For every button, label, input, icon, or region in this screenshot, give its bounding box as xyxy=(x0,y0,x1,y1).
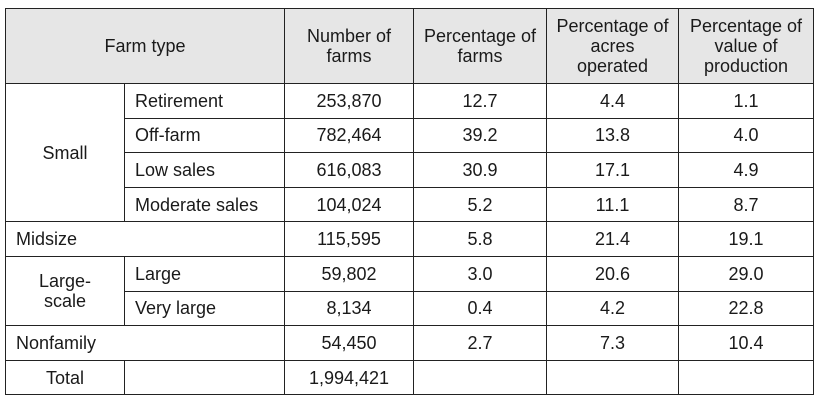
cell-pct-farms: 5.8 xyxy=(413,221,547,257)
row-label: Very large xyxy=(124,290,285,327)
cell-pct-value: 4.9 xyxy=(678,152,814,188)
table-row: Off-farm 782,464 39.2 13.8 4.0 xyxy=(6,117,814,154)
cell-pct-acres: 13.8 xyxy=(546,117,679,154)
row-label: Low sales xyxy=(124,152,285,188)
group-nonfamily: Nonfamily xyxy=(5,325,285,361)
cell-pct-acres: 11.1 xyxy=(546,186,679,223)
cell-pct-acres: 4.2 xyxy=(546,290,679,327)
header-number-of-farms: Number of farms xyxy=(284,8,414,84)
cell-farms: 115,595 xyxy=(284,221,414,257)
header-percentage-of-acres: Percentage of acres operated xyxy=(546,8,679,84)
cell-pct-acres: 21.4 xyxy=(546,221,679,257)
empty-cell xyxy=(413,359,547,396)
header-farm-type: Farm type xyxy=(5,8,285,84)
cell-pct-acres: 17.1 xyxy=(546,152,679,188)
cell-pct-value: 22.8 xyxy=(678,290,814,327)
cell-pct-farms: 0.4 xyxy=(413,290,547,327)
row-label: Moderate sales xyxy=(124,186,285,223)
table-row: Moderate sales 104,024 5.2 11.1 8.7 xyxy=(6,186,814,223)
table-row: Midsize 115,595 5.8 21.4 19.1 xyxy=(5,221,814,257)
cell-farms: 616,083 xyxy=(284,152,414,188)
row-label: Large xyxy=(124,255,285,292)
group-midsize: Midsize xyxy=(5,221,285,257)
row-label: Retirement xyxy=(124,83,285,119)
table-row: Very large 8,134 0.4 4.2 22.8 xyxy=(6,290,814,327)
cell-pct-farms: 2.7 xyxy=(413,325,547,361)
cell-pct-acres: 20.6 xyxy=(546,255,679,292)
table-row: Small Retirement 253,870 12.7 4.4 1.1 xyxy=(5,82,814,223)
header-percentage-of-farms: Percentage of farms xyxy=(413,8,547,84)
group-large-scale: Large-scale xyxy=(5,255,125,327)
cell-pct-farms: 5.2 xyxy=(413,186,547,223)
cell-pct-farms: 30.9 xyxy=(413,152,547,188)
table-row: Large-scale Large 59,802 3.0 20.6 29.0 xyxy=(5,255,814,327)
cell-pct-acres: 4.4 xyxy=(546,83,679,119)
cell-pct-value: 19.1 xyxy=(678,221,814,257)
group-small: Small xyxy=(5,82,125,223)
cell-pct-farms: 39.2 xyxy=(413,117,547,154)
empty-cell xyxy=(124,359,285,396)
row-label: Off-farm xyxy=(124,117,285,154)
cell-pct-value: 8.7 xyxy=(678,186,814,223)
cell-farms: 8,134 xyxy=(284,290,414,327)
cell-pct-value: 1.1 xyxy=(678,83,814,119)
cell-pct-acres: 7.3 xyxy=(546,325,679,361)
cell-pct-value: 29.0 xyxy=(678,255,814,292)
cell-farms: 253,870 xyxy=(284,83,414,119)
cell-pct-value: 10.4 xyxy=(678,325,814,361)
cell-pct-farms: 3.0 xyxy=(413,255,547,292)
cell-farms: 104,024 xyxy=(284,186,414,223)
table-row-total: Total 1,994,421 xyxy=(5,359,814,396)
header-percentage-of-value: Percentage of value of production xyxy=(678,8,814,84)
empty-cell xyxy=(546,359,679,396)
cell-farms: 54,450 xyxy=(284,325,414,361)
table-row: Low sales 616,083 30.9 17.1 4.9 xyxy=(6,152,814,188)
cell-farms: 1,994,421 xyxy=(284,359,414,396)
group-total: Total xyxy=(5,359,125,396)
farm-type-table: Farm type Number of farms Percentage of … xyxy=(5,8,814,396)
cell-pct-farms: 12.7 xyxy=(413,83,547,119)
empty-cell xyxy=(678,359,814,396)
cell-farms: 59,802 xyxy=(284,255,414,292)
table-row: Nonfamily 54,450 2.7 7.3 10.4 xyxy=(5,325,814,361)
cell-farms: 782,464 xyxy=(284,117,414,154)
header-row: Farm type Number of farms Percentage of … xyxy=(5,8,814,84)
cell-pct-value: 4.0 xyxy=(678,117,814,154)
